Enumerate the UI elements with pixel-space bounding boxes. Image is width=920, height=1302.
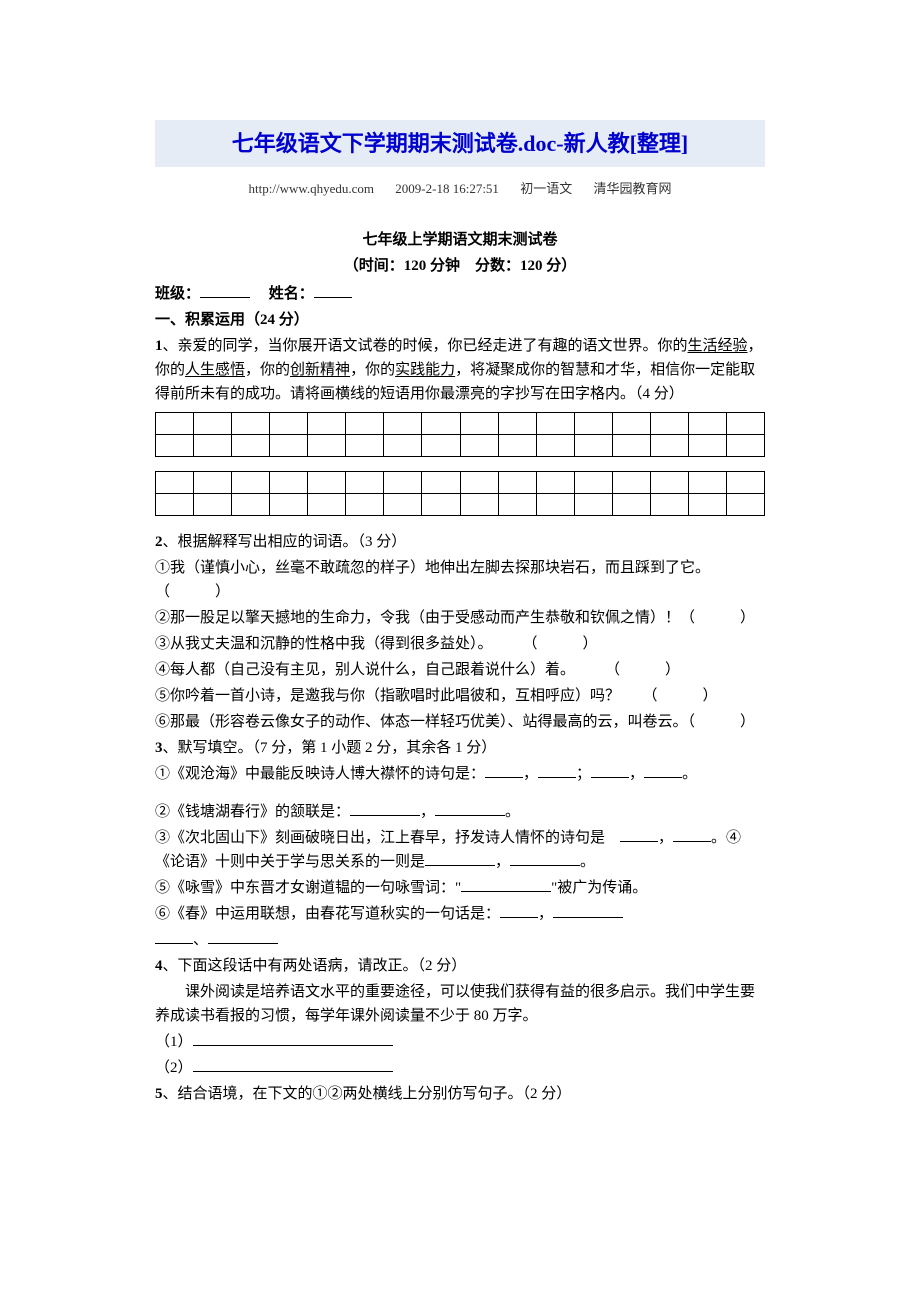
q1-u4: 实践能力 (395, 362, 455, 378)
q2-stem: 、根据解释写出相应的词语。（3 分） (163, 534, 407, 550)
q3-item-5b: 、 (155, 928, 765, 952)
blank (553, 903, 623, 918)
blank (193, 1031, 393, 1046)
question-1: 1、亲爱的同学，当你展开语文试卷的时候，你已经走进了有趣的语文世界。你的生活经验… (155, 334, 765, 406)
q3-i4b: "被广为传诵。 (551, 880, 647, 896)
q1-u3: 创新精神 (290, 362, 350, 378)
q3-i1: ①《观沧海》中最能反映诗人博大襟怀的诗句是： (155, 766, 485, 782)
blank (510, 851, 580, 866)
q3-i2: ②《钱塘湖春行》的颔联是： (155, 804, 350, 820)
question-4-stem: 4、下面这段话中有两处语病，请改正。（2 分） (155, 954, 765, 978)
blank (208, 929, 278, 944)
blank (591, 763, 629, 778)
q3-item-5: ⑥《春》中运用联想，由春花写道秋实的一句话是：， (155, 902, 765, 926)
section-heading-1: 一、积累运用（24 分） (155, 308, 765, 332)
spacer (155, 788, 765, 800)
q2-item-3: ③从我丈夫温和沉静的性格中我（得到很多益处）。 （ ） (155, 632, 765, 656)
blank (538, 763, 576, 778)
q2-item-5: ⑤你吟着一首小诗，是邀我与你（指歌唱时此唱彼和，互相呼应）吗？ （ ） (155, 684, 765, 708)
table-row (156, 412, 765, 434)
q4-answer-1: （1） (155, 1030, 765, 1054)
q3-item-3: ③《次北固山下》刻画破晓日出，江上春早，抒发诗人情怀的诗句是 ，。④《论语》十则… (155, 826, 765, 874)
q3-item-2: ②《钱塘湖春行》的颔联是：，。 (155, 800, 765, 824)
blank (461, 877, 551, 892)
class-blank (200, 283, 250, 298)
class-name-line: 班级： 姓名： (155, 282, 765, 306)
q2-num: 2 (155, 534, 163, 550)
q4-stem: 、下面这段话中有两处语病，请改正。（2 分） (163, 958, 467, 974)
q3-i3b: 《论语》十则中关于学与思关系的一则是 (155, 854, 425, 870)
q5-num: 5 (155, 1086, 163, 1102)
site-name: 清华园教育网 (593, 181, 671, 196)
name-blank (314, 283, 352, 298)
blank (673, 827, 711, 842)
exam-title: 七年级上学期语文期末测试卷 (155, 228, 765, 252)
tian-grid-1 (155, 412, 765, 457)
q3-i3a: ③《次北固山下》刻画破晓日出，江上春早，抒发诗人情怀的诗句是 (155, 830, 620, 846)
blank (435, 801, 505, 816)
q4-body: 课外阅读是培养语文水平的重要途径，可以使我们获得有益的很多启示。我们中学生要养成… (155, 980, 765, 1028)
q1-text-a: 、亲爱的同学，当你展开语文试卷的时候，你已经走进了有趣的语文世界。你的 (163, 338, 688, 354)
q4-answer-2: （2） (155, 1056, 765, 1080)
source-url: http://www.qhyedu.com (249, 181, 375, 196)
name-label: 姓名： (269, 286, 314, 302)
q2-item-1: ①我（谨慎小心，丝毫不敢疏忽的样子）地伸出左脚去探那块岩石，而且踩到了它。（ ） (155, 556, 765, 604)
blank (350, 801, 420, 816)
exam-subtitle: （时间：120 分钟 分数：120 分） (155, 254, 765, 278)
q1-text-d: ，你的 (350, 362, 395, 378)
title-bar: 七年级语文下学期期末测试卷.doc-新人教[整理] (155, 120, 765, 167)
blank (485, 763, 523, 778)
blank (644, 763, 682, 778)
question-5-stem: 5、结合语境，在下文的①②两处横线上分别仿写句子。（2 分） (155, 1082, 765, 1106)
q4-a1-label: （1） (155, 1034, 193, 1050)
q1-num: 1 (155, 338, 163, 354)
q3-num: 3 (155, 740, 163, 756)
q5-stem: 、结合语境，在下文的①②两处横线上分别仿写句子。（2 分） (163, 1086, 572, 1102)
blank (155, 929, 193, 944)
table-row (156, 493, 765, 515)
blank (620, 827, 658, 842)
page-title: 七年级语文下学期期末测试卷.doc-新人教[整理] (155, 126, 765, 161)
q3-i4a: ⑤《咏雪》中东晋才女谢道韫的一句咏雪词：" (155, 880, 461, 896)
q3-stem: 、默写填空。（7 分，第 1 小题 2 分，其余各 1 分） (163, 740, 497, 756)
table-row (156, 434, 765, 456)
q3-item-1: ①《观沧海》中最能反映诗人博大襟怀的诗句是：，；，。 (155, 762, 765, 786)
q4-a2-label: （2） (155, 1060, 193, 1076)
category: 初一语文 (520, 181, 572, 196)
q3-item-4: ⑤《咏雪》中东晋才女谢道韫的一句咏雪词：" "被广为传诵。 (155, 876, 765, 900)
q1-u2: 人生感悟 (185, 362, 245, 378)
q2-item-2: ②那一股足以擎天撼地的生命力，令我（由于受感动而产生恭敬和钦佩之情）！（ ） (155, 606, 765, 630)
class-label: 班级： (155, 286, 200, 302)
question-3-stem: 3、默写填空。（7 分，第 1 小题 2 分，其余各 1 分） (155, 736, 765, 760)
meta-line: http://www.qhyedu.com 2009-2-18 16:27:51… (155, 179, 765, 200)
q3-i5: ⑥《春》中运用联想，由春花写道秋实的一句话是： (155, 906, 500, 922)
q1-text-c: ，你的 (245, 362, 290, 378)
q4-num: 4 (155, 958, 163, 974)
question-2-stem: 2、根据解释写出相应的词语。（3 分） (155, 530, 765, 554)
table-row (156, 471, 765, 493)
blank (425, 851, 495, 866)
publish-date: 2009-2-18 16:27:51 (395, 181, 499, 196)
blank (500, 903, 538, 918)
blank (193, 1057, 393, 1072)
q1-u1: 生活经验 (688, 338, 748, 354)
q2-item-4: ④每人都（自己没有主见，别人说什么，自己跟着说什么）着。 （ ） (155, 658, 765, 682)
q2-item-6: ⑥那最（形容卷云像女子的动作、体态一样轻巧优美）、站得最高的云，叫卷云。（ ） (155, 710, 765, 734)
tian-grid-2 (155, 471, 765, 516)
